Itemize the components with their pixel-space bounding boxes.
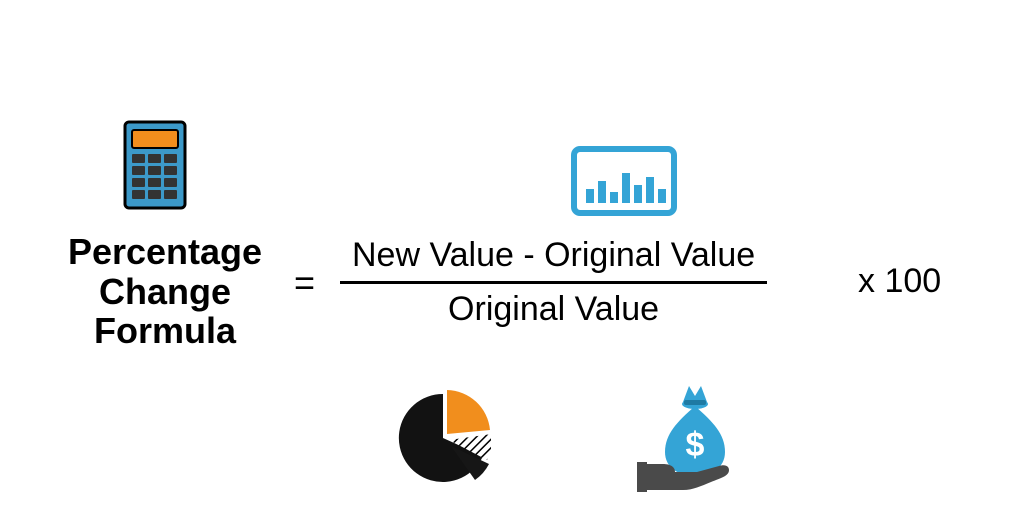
calculator-icon	[123, 120, 187, 215]
bar-chart-icon	[570, 145, 678, 222]
title-line-3: Formula	[50, 311, 280, 351]
equals-sign: =	[294, 262, 315, 304]
formula-fraction: New Value - Original Value Original Valu…	[340, 230, 767, 335]
money-bag-icon: $	[635, 378, 745, 498]
fraction-numerator: New Value - Original Value	[340, 230, 767, 281]
title-line-1: Percentage	[50, 232, 280, 272]
svg-text:$: $	[686, 426, 705, 464]
fraction-denominator: Original Value	[340, 284, 767, 335]
multiplier-text: x 100	[858, 262, 941, 301]
title-line-2: Change	[50, 272, 280, 312]
formula-title: Percentage Change Formula	[50, 232, 280, 351]
pie-chart-icon	[395, 390, 491, 491]
